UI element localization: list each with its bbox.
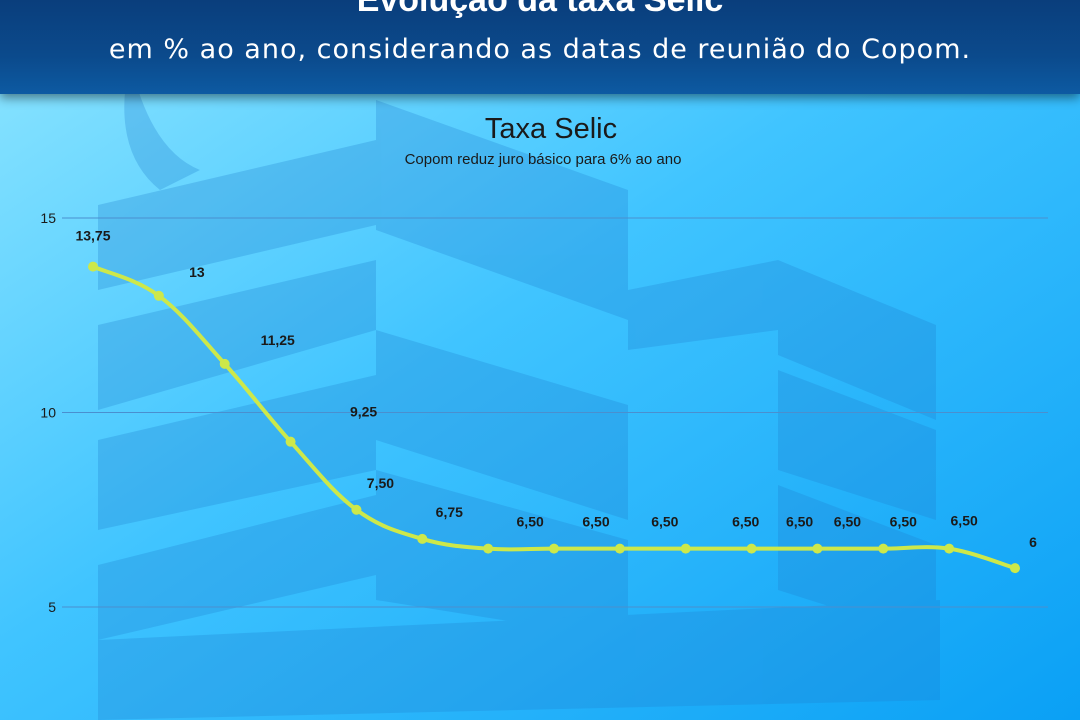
series-line xyxy=(92,264,1016,571)
chart-subtitle: Copom reduz juro básico para 6% ao ano xyxy=(405,151,682,168)
data-point xyxy=(878,543,889,554)
data-point xyxy=(88,261,98,272)
y-tick-label: 15 xyxy=(40,210,56,226)
data-point xyxy=(680,543,691,554)
data-label: 6,50 xyxy=(732,514,759,530)
data-label: 13,75 xyxy=(75,228,110,244)
series-selic xyxy=(88,261,1020,574)
data-point xyxy=(549,543,559,554)
data-labels: 13,75 13 11,25 9,25 7,50 6,75 6,50 6,50 6,50 6,50… xyxy=(75,228,1037,550)
data-point xyxy=(944,543,955,554)
data-label: 7,50 xyxy=(367,475,394,491)
data-point xyxy=(219,358,230,369)
data-label: 6,50 xyxy=(582,514,609,530)
data-label: 9,25 xyxy=(350,404,377,420)
data-point xyxy=(1010,563,1020,574)
data-label: 6,50 xyxy=(834,514,861,530)
y-grid xyxy=(62,217,1048,608)
data-point xyxy=(153,290,164,301)
chart-title: Taxa Selic xyxy=(485,113,617,145)
y-tick-label: 5 xyxy=(48,599,56,615)
data-point xyxy=(614,543,625,554)
data-point xyxy=(812,543,823,554)
data-label: 6,50 xyxy=(951,513,978,529)
data-point xyxy=(746,543,757,554)
logo-watermark xyxy=(98,60,940,720)
data-label: 13 xyxy=(189,264,205,280)
data-point xyxy=(285,436,296,447)
data-label: 6,50 xyxy=(890,514,917,530)
data-label: 6,50 xyxy=(517,514,544,530)
y-axis-ticks: 15 10 5 xyxy=(40,210,56,615)
data-label: 6 xyxy=(1029,534,1037,550)
data-label: 6,50 xyxy=(651,514,678,530)
data-label: 6,75 xyxy=(436,504,463,520)
data-point xyxy=(483,543,494,554)
y-tick-label: 10 xyxy=(40,405,56,421)
header-subtitle: em % ao ano, considerando as datas de re… xyxy=(108,34,972,65)
header-banner: Evolução da taxa Selic em % ao ano, cons… xyxy=(0,0,1080,94)
data-point xyxy=(351,504,362,515)
data-label: 11,25 xyxy=(261,332,295,348)
header-title: Evolução da taxa Selic xyxy=(0,0,1080,18)
data-label: 6,50 xyxy=(786,514,813,530)
data-point xyxy=(417,533,428,544)
